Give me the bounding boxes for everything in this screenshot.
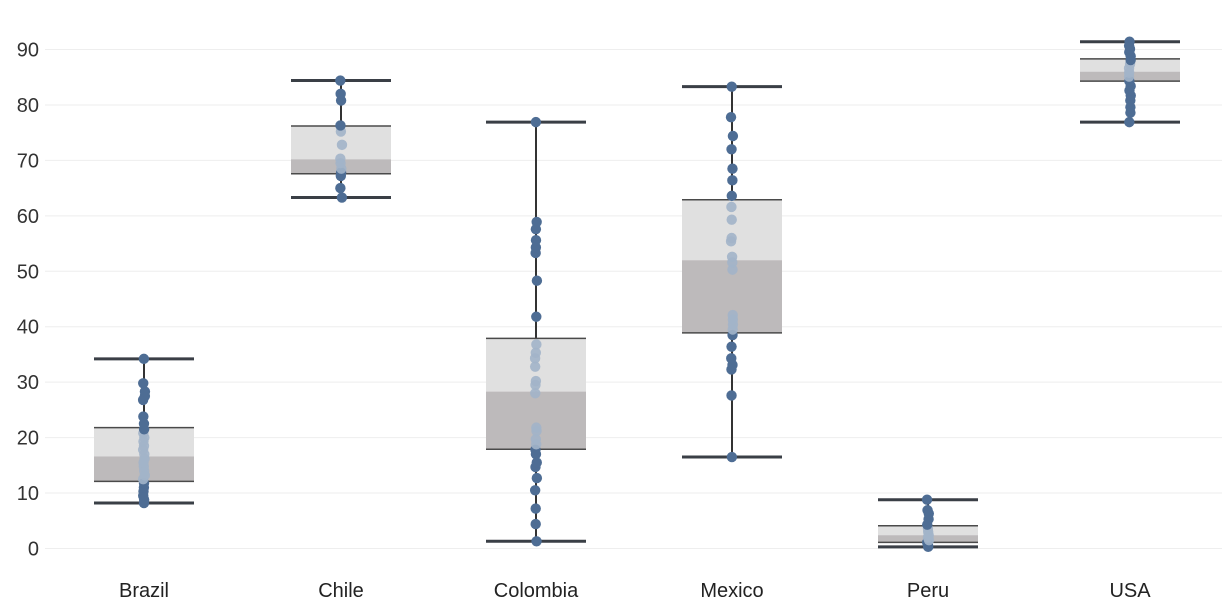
y-tick-label: 50	[17, 261, 39, 283]
data-point	[530, 503, 541, 514]
data-point	[531, 216, 542, 228]
data-point	[726, 232, 737, 244]
x-tick-label: Chile	[318, 580, 364, 602]
data-point	[138, 378, 149, 389]
data-point	[335, 88, 346, 100]
y-axis: 0 10 20 30 40 50 60 70 80 90	[17, 40, 39, 561]
data-point	[531, 422, 542, 433]
data-point	[530, 242, 542, 253]
data-point	[138, 353, 150, 365]
data-point	[726, 451, 738, 463]
box-mexico	[682, 81, 782, 463]
data-point	[726, 353, 737, 364]
data-point	[530, 116, 542, 128]
data-point	[726, 341, 737, 352]
y-tick-label: 60	[17, 206, 39, 228]
y-tick-label: 40	[17, 317, 39, 339]
data-point	[531, 536, 542, 547]
data-point	[727, 309, 738, 321]
boxes	[94, 36, 1180, 553]
data-point	[138, 411, 149, 422]
y-tick-label: 10	[17, 483, 39, 505]
x-tick-label: USA	[1109, 580, 1151, 602]
data-point	[726, 144, 737, 155]
x-tick-label: Brazil	[119, 580, 169, 602]
data-point	[725, 111, 737, 123]
y-tick-label: 90	[17, 40, 39, 62]
data-point	[726, 390, 737, 401]
box-usa	[1080, 36, 1180, 128]
x-tick-label: Mexico	[700, 580, 763, 602]
box-brazil	[94, 353, 194, 509]
x-tick-label: Colombia	[494, 580, 579, 602]
gridlines	[45, 49, 1222, 549]
y-tick-label: 20	[17, 428, 39, 450]
y-tick-label: 30	[17, 372, 39, 394]
x-tick-label: Peru	[907, 580, 949, 602]
data-point	[336, 139, 348, 151]
data-point	[529, 485, 541, 496]
data-point	[1124, 116, 1135, 128]
data-point	[531, 472, 543, 484]
data-point	[335, 182, 346, 194]
data-point	[727, 175, 738, 186]
y-tick-label: 80	[17, 95, 39, 117]
data-point	[726, 201, 737, 213]
data-point	[530, 518, 541, 530]
box-peru	[878, 494, 978, 553]
data-point	[1124, 36, 1135, 47]
data-point	[531, 311, 542, 322]
data-point	[530, 347, 542, 358]
data-point	[531, 275, 543, 286]
x-axis: Brazil Chile Colombia Mexico Peru USA	[119, 580, 1151, 602]
y-tick-label: 70	[17, 150, 39, 172]
data-point	[726, 251, 738, 263]
data-point	[529, 361, 541, 372]
box-colombia	[486, 116, 586, 547]
data-point	[726, 214, 737, 225]
data-point	[531, 457, 542, 468]
data-point	[922, 505, 933, 516]
data-point	[726, 190, 737, 202]
y-tick-label: 0	[28, 539, 39, 561]
data-point	[335, 153, 346, 164]
data-point	[530, 235, 542, 246]
box-chile	[291, 75, 391, 203]
data-point	[727, 163, 738, 174]
data-point	[336, 192, 348, 203]
data-point	[335, 120, 346, 131]
data-point	[727, 130, 739, 142]
data-point	[335, 75, 346, 86]
data-point	[531, 339, 542, 350]
data-point	[530, 375, 542, 387]
data-point	[139, 386, 151, 397]
data-point	[921, 494, 933, 505]
data-point	[530, 434, 542, 445]
data-point	[530, 388, 541, 399]
data-point	[726, 81, 737, 92]
